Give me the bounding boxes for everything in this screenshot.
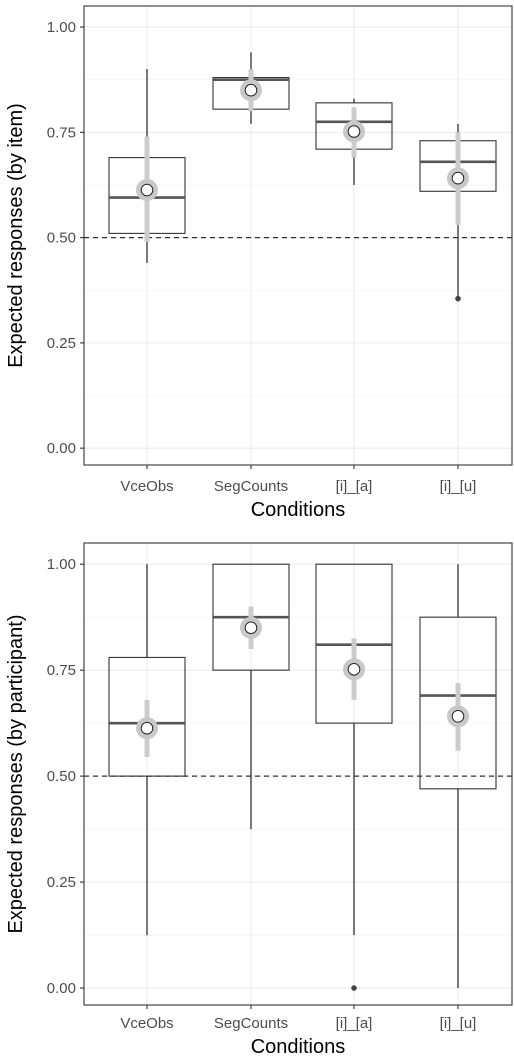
mean-point [140,183,154,197]
mean-point [451,171,465,185]
panel-border [83,5,513,466]
mean-summary-2 [240,606,262,649]
y-tick-label: 0.75 [47,662,76,679]
outlier-point [351,985,357,991]
outlier-point [455,295,461,302]
mean-point [140,721,154,735]
y-tick-label: 0.25 [47,874,76,891]
y-axis-title: Expected responses (by item) [5,103,27,368]
mean-point [244,621,258,635]
mean-point [451,710,465,723]
x-tick-label: [i]_[a] [336,478,373,495]
mean-point [347,125,361,138]
x-tick-label: VceObs [120,1015,173,1032]
y-tick-label: 1.00 [47,556,76,573]
y-tick-label: 0.50 [47,768,76,785]
x-tick-label: SegCounts [214,1015,288,1032]
mean-summary-1 [136,699,158,758]
x-tick-label: SegCounts [214,478,288,495]
x-tick-label: VceObs [120,478,173,495]
panel-border [83,542,513,1006]
plot-background [84,543,512,1005]
mean-summary-2 [240,69,262,112]
mean-summary-3 [343,638,365,700]
x-tick-label: [i]_[u] [440,478,477,495]
mean-summary-4 [447,682,469,751]
mean-point [244,83,258,97]
mean-summary-4 [447,132,469,225]
box-iqr [108,656,186,777]
y-tick-label: 1.00 [47,19,76,36]
y-axis-title: Expected responses (by participant) [5,614,27,933]
x-axis-title: Conditions [251,1036,346,1058]
plot-background [84,6,512,465]
x-tick-label: [i]_[u] [440,1015,477,1032]
mean-summary-1 [136,136,158,242]
panel-1: 0.00 0.25 0.50 0.75 1.00 VceObs SegCounts [i]_[… [5,5,513,521]
mean-point [347,663,361,676]
y-tick-label: 0.50 [47,230,76,247]
mean-summary-3 [343,107,365,158]
y-tick-label: 0.00 [47,440,76,457]
x-axis-title: Conditions [251,499,346,521]
y-tick-label: 0.00 [47,980,76,997]
panel-2: 0.00 0.25 0.50 0.75 1.00 VceObs SegCounts [i]_[… [5,542,513,1058]
box-iqr [419,616,497,790]
y-tick-label: 0.25 [47,335,76,352]
y-tick-label: 0.75 [47,124,76,141]
x-tick-label: [i]_[a] [336,1015,373,1032]
